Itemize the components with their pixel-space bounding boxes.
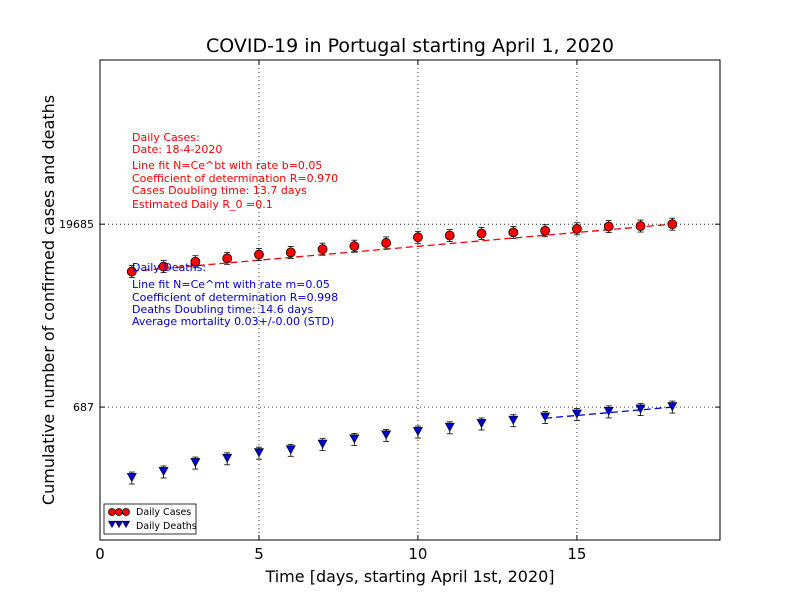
- legend-cases-marker-point: [122, 508, 130, 516]
- cases-point: [349, 241, 360, 252]
- deaths-point: [603, 407, 614, 417]
- cases-annotation-line-6: Estimated Daily R_0 =0.1: [132, 198, 273, 211]
- deaths-point: [635, 404, 646, 414]
- chart-title: COVID-19 in Portugal starting April 1, 2…: [206, 35, 614, 57]
- x-tick-label: 0: [95, 545, 105, 563]
- deaths-point: [412, 427, 423, 437]
- deaths-annotation-line-4: Deaths Doubling time: 14.6 days: [132, 303, 313, 316]
- deaths-point: [158, 467, 169, 477]
- y-axis-label: Cumulative number of confirmed cases and…: [39, 95, 58, 505]
- deaths-point: [476, 419, 487, 429]
- cases-annotation-line-4: Coefficient of determination R=0.970: [132, 172, 338, 185]
- cases-point: [667, 219, 678, 230]
- deaths-point: [126, 473, 137, 483]
- cases-point: [413, 232, 423, 243]
- x-axis-label: Time [days, starting April 1st, 2020]: [264, 567, 554, 586]
- cases-point: [190, 256, 201, 267]
- cases-point: [222, 253, 233, 264]
- legend-deaths-marker-point: [121, 520, 131, 529]
- deaths-point: [444, 422, 455, 432]
- data-marks: [126, 217, 678, 485]
- legend-deaths-marker: [107, 520, 131, 529]
- legend-cases-label: Daily Cases: [136, 507, 191, 518]
- cases-annotation-line-3: Line fit N=Ce^bt with rate b=0.05: [132, 159, 322, 172]
- deaths-point: [540, 412, 551, 422]
- cases-annotation: Daily Cases: Date: 18-4-2020 Line fit N=…: [132, 131, 338, 211]
- cases-point: [603, 221, 614, 232]
- legend-cases-marker-point: [108, 508, 116, 516]
- cases-point: [158, 261, 169, 272]
- legend-deaths-label: Daily Deaths: [136, 521, 197, 532]
- cases-point: [540, 225, 551, 236]
- cases-point: [476, 228, 487, 239]
- legend: Daily Cases Daily Deaths: [103, 503, 197, 535]
- cases-point: [508, 227, 519, 238]
- deaths-point: [571, 409, 582, 419]
- cases-point: [572, 223, 582, 234]
- x-tick-label: 5: [254, 545, 264, 563]
- cases-point: [126, 266, 137, 277]
- cases-point: [317, 244, 328, 255]
- x-tick-label: 10: [408, 545, 427, 563]
- deaths-annotation-line-1: Daily Deaths:: [132, 261, 206, 274]
- deaths-point: [285, 445, 296, 455]
- deaths-point: [508, 415, 519, 425]
- fit-line-cases: [131, 223, 673, 272]
- deaths-point: [317, 439, 328, 449]
- deaths-annotation-line-3: Coefficient of determination R=0.998: [132, 291, 338, 304]
- legend-deaths-marker-point: [114, 520, 124, 529]
- legend-deaths-marker-point: [107, 520, 117, 529]
- cases-point: [635, 221, 646, 231]
- deaths-annotation-line-2: Line fit N=Ce^mt with rate m=0.05: [132, 278, 330, 291]
- cases-point: [285, 247, 296, 258]
- y-tick-label: 687: [73, 401, 94, 414]
- cases-annotation-line-1: Daily Cases:: [132, 131, 200, 144]
- cases-point: [381, 238, 392, 248]
- deaths-point: [667, 402, 678, 412]
- deaths-annotation: Daily Deaths: Line fit N=Ce^mt with rate…: [132, 261, 338, 328]
- deaths-point: [381, 430, 392, 440]
- y-tick-label: 19685: [59, 218, 94, 231]
- legend-cases-marker-point: [115, 508, 123, 516]
- legend-cases-marker: [108, 508, 130, 516]
- axis-ticks: 0 5 10 15 19685 687: [59, 60, 720, 563]
- cases-point: [444, 230, 455, 241]
- cases-annotation-line-2: Date: 18-4-2020: [132, 143, 222, 156]
- grid-lines: [100, 60, 720, 540]
- x-tick-label: 15: [567, 545, 586, 563]
- plot-area: [99, 59, 721, 541]
- cases-point: [254, 249, 264, 260]
- deaths-point: [222, 453, 233, 463]
- deaths-point: [253, 448, 264, 458]
- cases-annotation-line-5: Cases Doubling time: 13.7 days: [132, 184, 307, 197]
- deaths-point: [349, 434, 360, 444]
- deaths-annotation-line-5: Average mortality 0.03+/-0.00 (STD): [132, 315, 334, 328]
- deaths-point: [190, 458, 201, 468]
- fit-lines: [131, 223, 673, 419]
